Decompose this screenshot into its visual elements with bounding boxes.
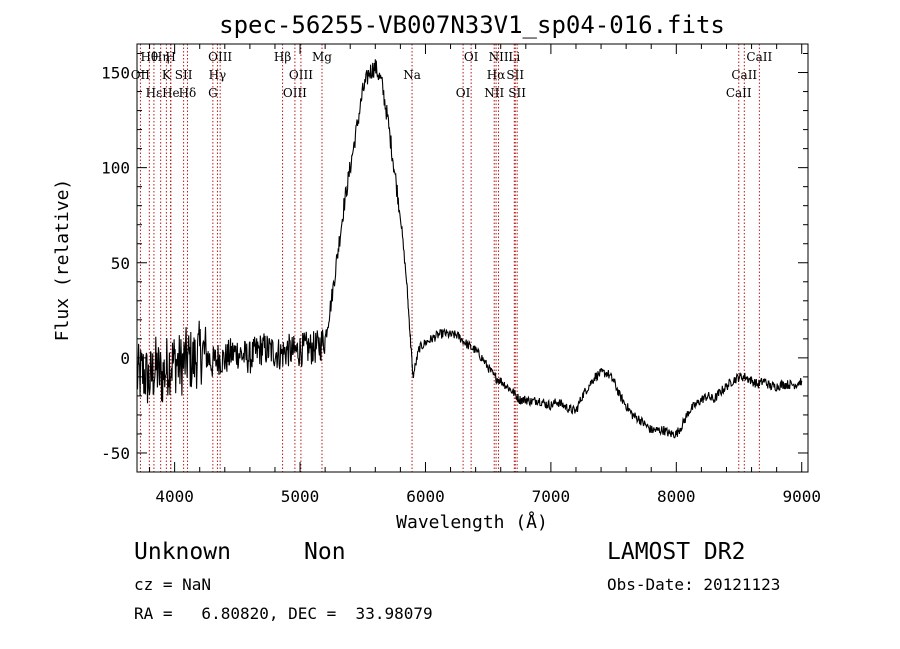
line-label-10: Hγ <box>209 68 227 82</box>
y-tick-label-3: 100 <box>101 159 130 178</box>
x-tick-label-4: 8000 <box>657 487 696 506</box>
line-label-18: OI <box>464 50 479 64</box>
y-tick-label-4: 150 <box>101 64 130 83</box>
x-tick-label-1: 5000 <box>281 487 320 506</box>
line-label-25: CaII <box>731 68 757 82</box>
spectral-line-labels: HθOIIHεHηKHeHSIIHδOIIIHγGHβOIIIOIIIMgNaO… <box>131 50 773 100</box>
line-label-17: OI <box>456 86 471 100</box>
x-tick-label-2: 6000 <box>406 487 445 506</box>
line-label-26: CaII <box>726 86 752 100</box>
subclass-label: Non <box>304 539 346 565</box>
line-label-9: OIII <box>208 50 232 64</box>
line-label-23: SII <box>508 86 526 100</box>
obs-date: Obs-Date: 20121123 <box>607 575 781 594</box>
line-label-7: SII <box>175 68 193 82</box>
line-label-16: Na <box>403 68 421 82</box>
line-label-20: NII <box>484 86 504 100</box>
redshift-value: cz = NaN <box>134 575 212 594</box>
line-label-8: Hδ <box>179 86 197 100</box>
line-label-1: OII <box>131 68 151 82</box>
line-label-2: Hε <box>146 86 163 100</box>
x-tick-label-5: 9000 <box>782 487 821 506</box>
line-label-15: Mg <box>312 50 332 64</box>
coordinates: RA = 6.80820, DEC = 33.98079 <box>134 604 433 623</box>
x-tick-label-0: 4000 <box>155 487 194 506</box>
line-label-3: Hη <box>152 50 170 64</box>
y-axis: -50 0 50 100 150 <box>101 53 808 473</box>
spectrum-series-line <box>136 59 803 439</box>
plot-frame <box>136 43 809 473</box>
y-tick-label-1: 0 <box>120 349 130 368</box>
line-label-14: OIII <box>283 86 307 100</box>
line-label-12: Hβ <box>274 50 291 64</box>
y-tick-label-0: -50 <box>101 444 130 463</box>
line-label-5: He <box>162 86 180 100</box>
x-axis-label: Wavelength (Å) <box>396 511 548 533</box>
line-label-22: SII <box>506 68 524 82</box>
line-label-6: H <box>165 50 175 64</box>
line-label-11: G <box>208 86 218 100</box>
class-label: Unknown <box>134 539 231 565</box>
spectral-line-markers <box>139 44 760 472</box>
line-label-21: NII <box>489 50 509 64</box>
line-label-19: Hα <box>487 68 506 82</box>
line-label-27: CaII <box>746 50 772 64</box>
line-label-0: Hθ <box>140 50 158 64</box>
x-axis: 4000 5000 6000 7000 8000 9000 <box>149 44 821 506</box>
line-label-13: OIII <box>289 68 313 82</box>
line-label-24: Li <box>508 50 520 64</box>
y-tick-label-2: 50 <box>111 254 130 273</box>
survey-label: LAMOST DR2 <box>607 539 746 565</box>
x-tick-label-3: 7000 <box>532 487 571 506</box>
line-label-4: K <box>162 68 172 82</box>
y-axis-label: Flux (relative) <box>52 179 73 342</box>
chart-title: spec-56255-VB007N33V1_sp04-016.fits <box>219 11 725 39</box>
